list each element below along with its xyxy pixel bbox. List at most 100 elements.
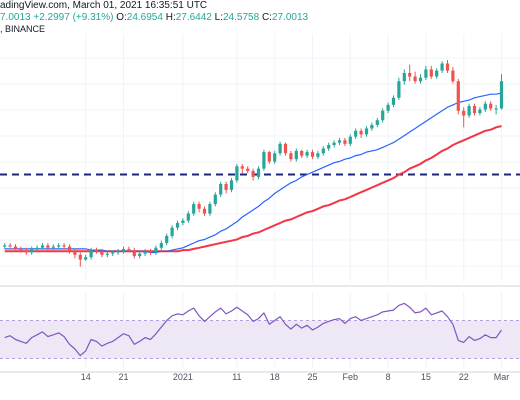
candle-body	[262, 152, 266, 169]
candle	[121, 246, 126, 254]
candle	[300, 149, 304, 158]
candle	[381, 108, 385, 123]
candle	[316, 150, 320, 160]
candle	[305, 149, 309, 158]
candle	[343, 137, 347, 147]
candle	[127, 246, 131, 253]
candle-body	[483, 103, 487, 110]
candle-body	[386, 104, 390, 111]
candle-body	[273, 153, 277, 162]
candle	[229, 178, 234, 193]
ohlc-line: 7.0013 +2.2997 (+9.31%) O:24.6954 H:27.6…	[0, 12, 308, 23]
candle	[391, 95, 396, 108]
candle-body	[73, 251, 77, 255]
candle	[397, 77, 401, 101]
candle-body	[132, 250, 136, 257]
candle-body	[370, 124, 374, 129]
candle	[224, 181, 228, 194]
candle-body	[40, 245, 45, 248]
candle	[337, 137, 342, 146]
candle-body	[310, 152, 315, 157]
candle-body	[467, 106, 471, 116]
candle	[445, 59, 450, 73]
x-tick-label: 22	[459, 372, 469, 382]
ohlc-close-value: 27.0013	[271, 12, 309, 23]
candle	[148, 248, 153, 255]
candle	[424, 65, 428, 81]
candle	[8, 243, 12, 248]
candle-body	[435, 70, 439, 77]
sma20-line	[4, 92, 502, 254]
candle-body	[359, 130, 363, 135]
candle-body	[408, 72, 412, 77]
candle	[154, 245, 158, 255]
ohlc-high-key: H:	[165, 12, 176, 23]
candle	[116, 248, 120, 255]
candle	[499, 74, 504, 110]
candle	[332, 140, 336, 148]
candle-body	[256, 168, 261, 177]
candle-body	[202, 208, 207, 214]
candle	[462, 107, 466, 128]
x-tick-label: Feb	[343, 372, 359, 382]
candle	[170, 225, 174, 239]
candle-body	[300, 150, 304, 156]
candle	[105, 251, 109, 258]
candle	[451, 67, 455, 84]
candle-body	[381, 110, 385, 121]
candle	[35, 245, 39, 252]
candle	[30, 246, 34, 255]
candle	[478, 107, 482, 116]
candle-body	[154, 247, 158, 253]
candle	[78, 252, 82, 267]
candle-body	[170, 227, 174, 236]
candle-body	[343, 140, 347, 144]
candle	[408, 64, 412, 82]
candle	[159, 240, 163, 251]
candles	[3, 59, 504, 267]
candle-body	[57, 245, 61, 247]
candle-body	[105, 253, 109, 255]
candle-body	[94, 250, 99, 252]
candle-body	[192, 204, 196, 214]
ohlc-open-value: 24.6954	[126, 12, 163, 23]
candle-body	[289, 153, 293, 160]
candle	[456, 78, 460, 115]
candle	[251, 168, 255, 181]
candle	[472, 103, 477, 116]
candle	[111, 250, 115, 257]
ohlc-open-partial: 7.0013	[0, 12, 31, 23]
candle-body	[100, 251, 104, 255]
candle-body	[89, 250, 93, 258]
candle-body	[327, 145, 331, 149]
candle-body	[8, 245, 12, 247]
candle	[100, 248, 104, 258]
candle	[494, 104, 498, 115]
candle-body	[127, 248, 131, 251]
candle	[219, 181, 223, 197]
candle-body	[294, 150, 298, 160]
candle-body	[30, 248, 34, 253]
candle-body	[305, 152, 309, 156]
candle	[213, 192, 217, 207]
candle-body	[175, 222, 180, 228]
candle	[256, 166, 261, 180]
candle	[46, 243, 50, 251]
ohlc-change: +2.2997 (+9.31%)	[33, 12, 114, 23]
x-tick-label: 18	[270, 372, 280, 382]
candle	[24, 247, 28, 255]
candle	[370, 122, 374, 131]
candle-body	[429, 69, 433, 77]
candle	[262, 149, 266, 171]
candle-body	[165, 235, 169, 244]
candle-body	[116, 251, 120, 253]
candle-body	[424, 69, 428, 78]
candle	[186, 211, 190, 223]
candle	[310, 149, 315, 160]
candle	[440, 61, 444, 73]
candle-body	[456, 81, 460, 111]
candle	[40, 243, 45, 249]
candle-body	[267, 152, 271, 162]
candle-body	[478, 109, 482, 114]
